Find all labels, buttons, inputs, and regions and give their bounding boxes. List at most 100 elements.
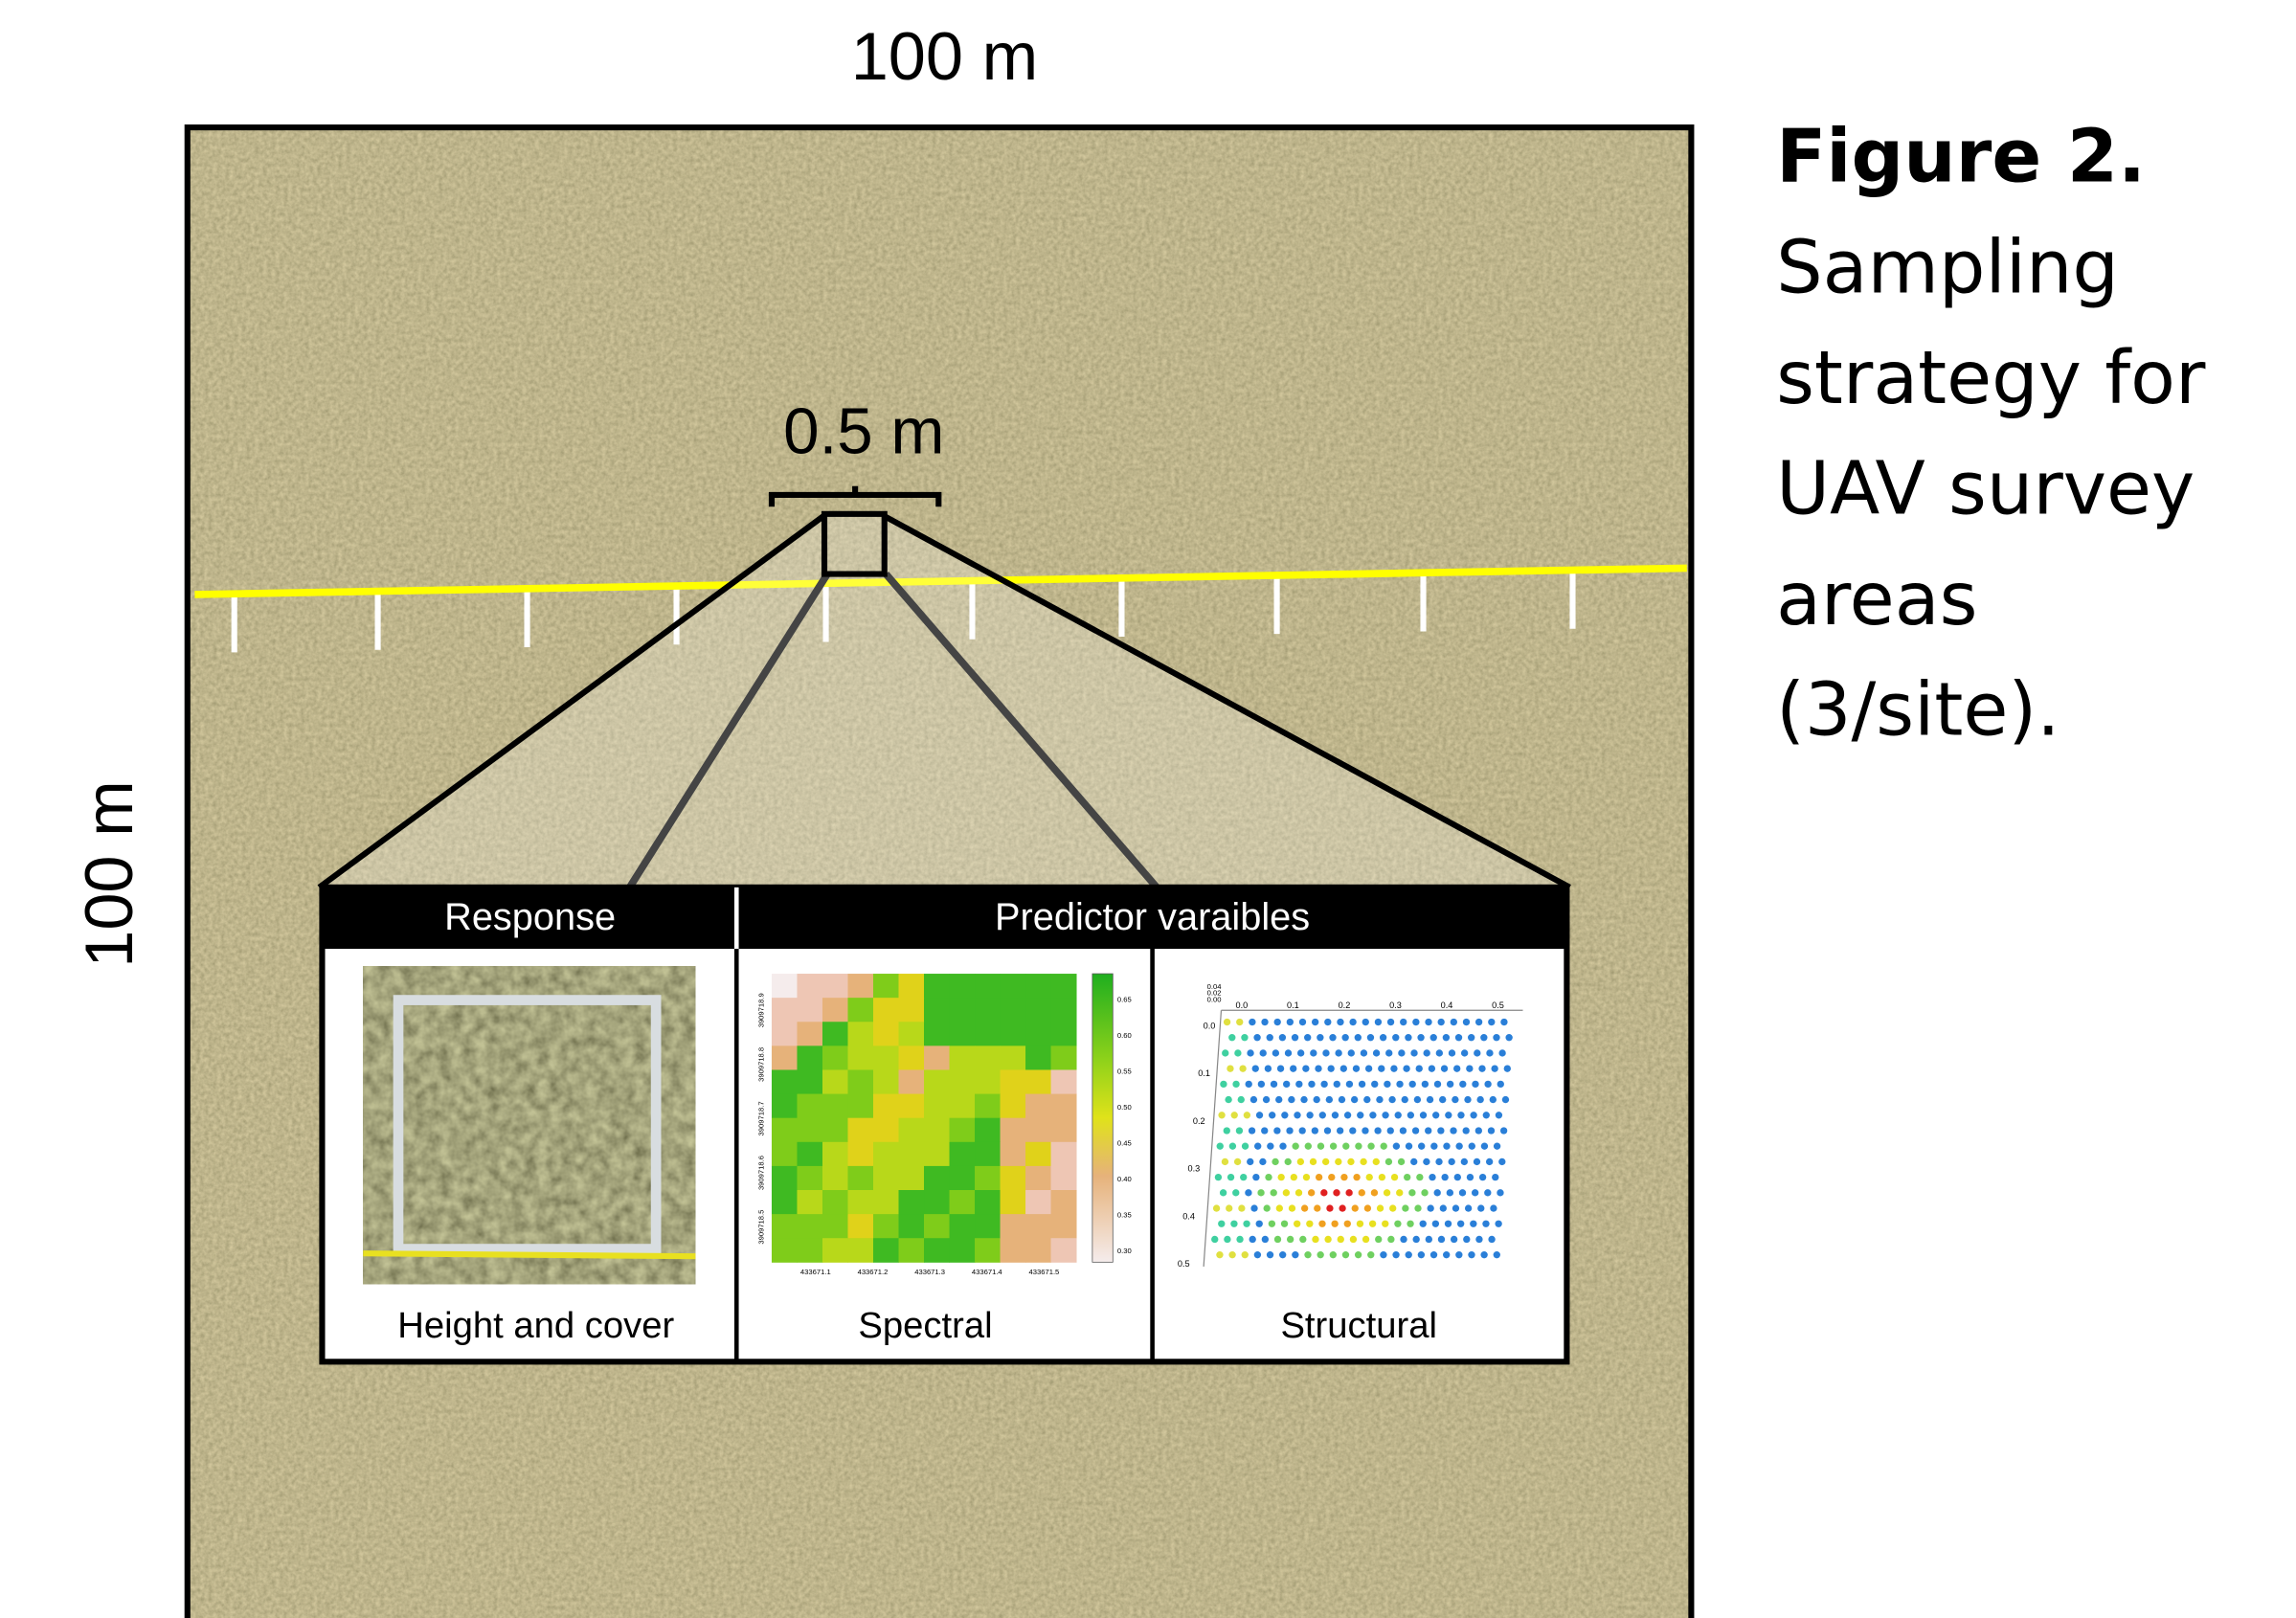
lidar-point [1286, 1127, 1293, 1134]
lidar-point [1265, 1065, 1272, 1071]
lidar-point [1416, 1065, 1423, 1071]
map-cell [797, 1118, 822, 1143]
quadrat-photo [363, 966, 695, 1284]
map-cell [873, 1238, 899, 1263]
lidar-point [1299, 1019, 1306, 1025]
map-cell [822, 974, 848, 999]
map-cell [772, 1118, 798, 1143]
lidar-point [1216, 1251, 1223, 1258]
lidar-point [1218, 1112, 1225, 1118]
lidar-point [1402, 1096, 1408, 1103]
lidar-point [1468, 1251, 1474, 1258]
map-cell [1001, 1094, 1026, 1119]
lidar-point [1272, 1049, 1279, 1056]
colorbar-tick: 0.65 [1117, 996, 1132, 1004]
lidar-point [1285, 1158, 1292, 1165]
lidar-point [1347, 1158, 1354, 1165]
lidar-point [1398, 1049, 1405, 1056]
lidar-point [1418, 1143, 1425, 1150]
lidar-point [1488, 1236, 1495, 1243]
map-cell [1051, 1069, 1077, 1094]
lidar-point [1297, 1049, 1304, 1056]
lidar-point [1408, 1189, 1415, 1196]
map-cell [822, 1069, 848, 1094]
map-cell [1001, 1022, 1026, 1046]
lidar-point [1438, 1019, 1445, 1025]
x-tick-label: 433671.4 [972, 1268, 1003, 1276]
map-cell [950, 1214, 976, 1239]
map-cell [797, 1094, 822, 1119]
lidar-point [1352, 1204, 1359, 1211]
lidar-point [1220, 1189, 1227, 1196]
lidar-point [1396, 1081, 1403, 1088]
lidar-point [1497, 1081, 1504, 1088]
lidar-point [1366, 1174, 1373, 1180]
lidar-point [1335, 1049, 1341, 1056]
lidar-point [1357, 1221, 1363, 1227]
lidar-point [1308, 1081, 1315, 1088]
map-cell [1051, 1022, 1077, 1046]
lidar-point [1350, 1236, 1357, 1243]
y-tick-label: 0.1 [1198, 1068, 1210, 1078]
lidar-point [1339, 1096, 1345, 1103]
map-cell [1025, 1190, 1051, 1215]
x-tick-label: 0.3 [1389, 1000, 1402, 1010]
lidar-point [1306, 1112, 1313, 1118]
lidar-point [1447, 1189, 1453, 1196]
lidar-point [1326, 1096, 1333, 1103]
map-cell [899, 1142, 925, 1167]
map-cell [1051, 998, 1077, 1022]
lidar-point [1292, 1034, 1298, 1041]
lidar-point [1477, 1204, 1484, 1211]
lidar-point [1261, 1127, 1268, 1134]
map-cell [1051, 1045, 1077, 1070]
map-cell [950, 1069, 976, 1094]
lidar-point [1234, 1049, 1241, 1056]
y-tick-label: 3909718.8 [756, 1047, 765, 1082]
lidar-point [1403, 1065, 1409, 1071]
lidar-point [1410, 1158, 1417, 1165]
map-cell [975, 974, 1001, 999]
figure: 100 m 100 m 0.5 m Response Predictor var… [0, 0, 2296, 1618]
lidar-point [1337, 1019, 1343, 1025]
lidar-point [1440, 1204, 1447, 1211]
lidar-point [1256, 1221, 1263, 1227]
lidar-point [1239, 1065, 1246, 1071]
lidar-point [1498, 1049, 1505, 1056]
lidar-point [1466, 1065, 1473, 1071]
lidar-point [1346, 1081, 1353, 1088]
lidar-point [1289, 1204, 1295, 1211]
lidar-point [1488, 1127, 1495, 1134]
lidar-point [1328, 1174, 1335, 1180]
lidar-point [1260, 1049, 1267, 1056]
map-cell [1051, 974, 1077, 999]
lidar-point [1455, 1034, 1462, 1041]
lidar-point [1258, 1081, 1265, 1088]
lidar-point [1463, 1236, 1470, 1243]
map-cell [847, 1022, 873, 1046]
lidar-point [1317, 1143, 1324, 1150]
map-cell [950, 1022, 976, 1046]
lidar-point [1457, 1112, 1464, 1118]
lidar-point [1312, 1127, 1318, 1134]
scale-label: 0.5 m [783, 396, 944, 468]
map-cell [1025, 1214, 1051, 1239]
map-cell [924, 998, 950, 1022]
lidar-point [1504, 1065, 1511, 1071]
map-cell [950, 1166, 976, 1191]
map-cell [924, 1022, 950, 1046]
map-cell [797, 1238, 822, 1263]
figure-title: Figure 2. [1776, 114, 2146, 199]
lidar-point [1420, 1221, 1427, 1227]
lidar-point [1264, 1204, 1271, 1211]
lidar-point [1252, 1065, 1259, 1071]
map-cell [975, 998, 1001, 1022]
lidar-point [1478, 1065, 1485, 1071]
lidar-point [1472, 1081, 1478, 1088]
lidar-point [1388, 1096, 1395, 1103]
map-cell [899, 1214, 925, 1239]
lidar-point [1315, 1065, 1321, 1071]
lidar-point [1371, 1081, 1378, 1088]
lidar-point [1254, 1143, 1261, 1150]
lidar-point [1331, 1221, 1338, 1227]
